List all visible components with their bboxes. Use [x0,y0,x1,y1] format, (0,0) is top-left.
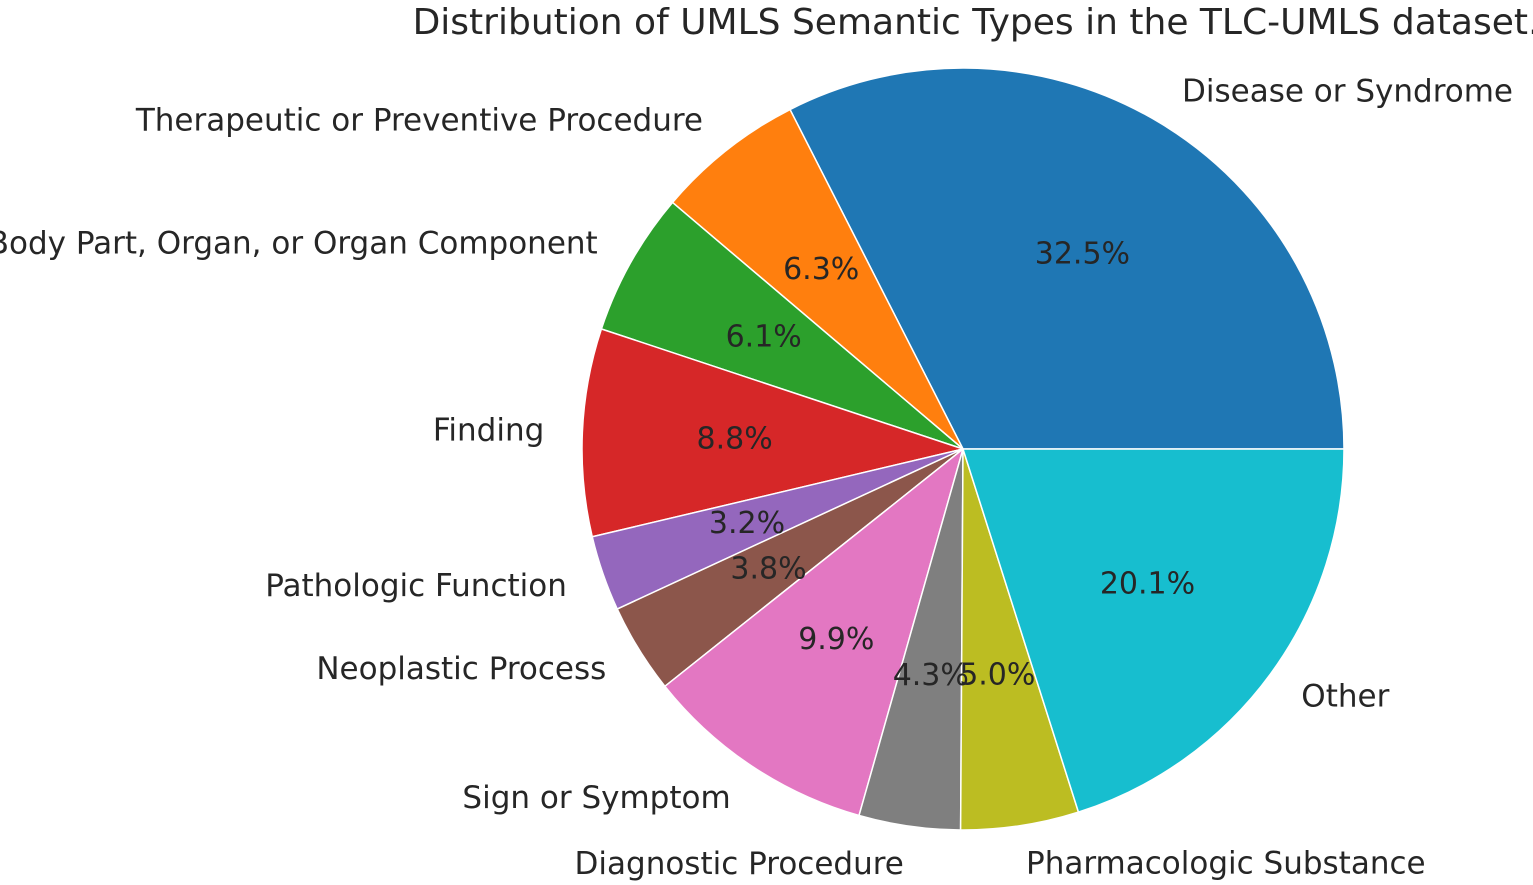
slice-pct-body-part-organ-or-organ-component: 6.1% [726,320,802,355]
slice-sign-or-symptom [664,448,964,817]
slice-therapeutic-or-preventive-procedure [671,108,964,450]
slice-pct-neoplastic-process: 3.8% [730,552,806,587]
slice-pct-finding: 8.8% [696,421,772,456]
slice-pct-pathologic-function: 3.2% [709,506,785,541]
slice-pct-pharmacologic-substance: 5.0% [959,658,1035,693]
slice-finding [581,328,964,538]
slice-label-finding: Finding [433,413,544,449]
pie-slices [581,67,1345,831]
slice-label-pathologic-function: Pathologic Function [265,568,567,604]
slice-pct-disease-or-syndrome: 32.5% [1035,237,1130,272]
slice-body-part-organ-or-organ-component [600,201,964,450]
slice-label-pharmacologic-substance: Pharmacologic Substance [1026,845,1426,881]
slice-label-disease-or-syndrome: Disease or Syndrome [1182,74,1513,110]
slice-label-therapeutic-or-preventive-procedure: Therapeutic or Preventive Procedure [135,102,703,138]
slice-label-body-part-organ-or-organ-component: Body Part, Organ, or Organ Component [0,226,598,262]
slice-pct-other: 20.1% [1100,566,1195,601]
chart-title: Distribution of UMLS Semantic Types in t… [413,2,1533,43]
slice-pct-diagnostic-procedure: 4.3% [893,658,969,693]
slice-label-neoplastic-process: Neoplastic Process [316,651,606,687]
slice-label-other: Other [1301,678,1389,714]
slice-other [962,448,1345,813]
slice-pct-therapeutic-or-preventive-procedure: 6.3% [783,252,859,287]
slice-disease-or-syndrome [789,67,1345,450]
slice-label-sign-or-symptom: Sign or Symptom [462,780,730,816]
slice-pct-sign-or-symptom: 9.9% [798,622,874,657]
slice-label-diagnostic-procedure: Diagnostic Procedure [575,846,904,882]
pie-labels: Disease or Syndrome 32.5% Therapeutic or P… [0,74,1513,882]
